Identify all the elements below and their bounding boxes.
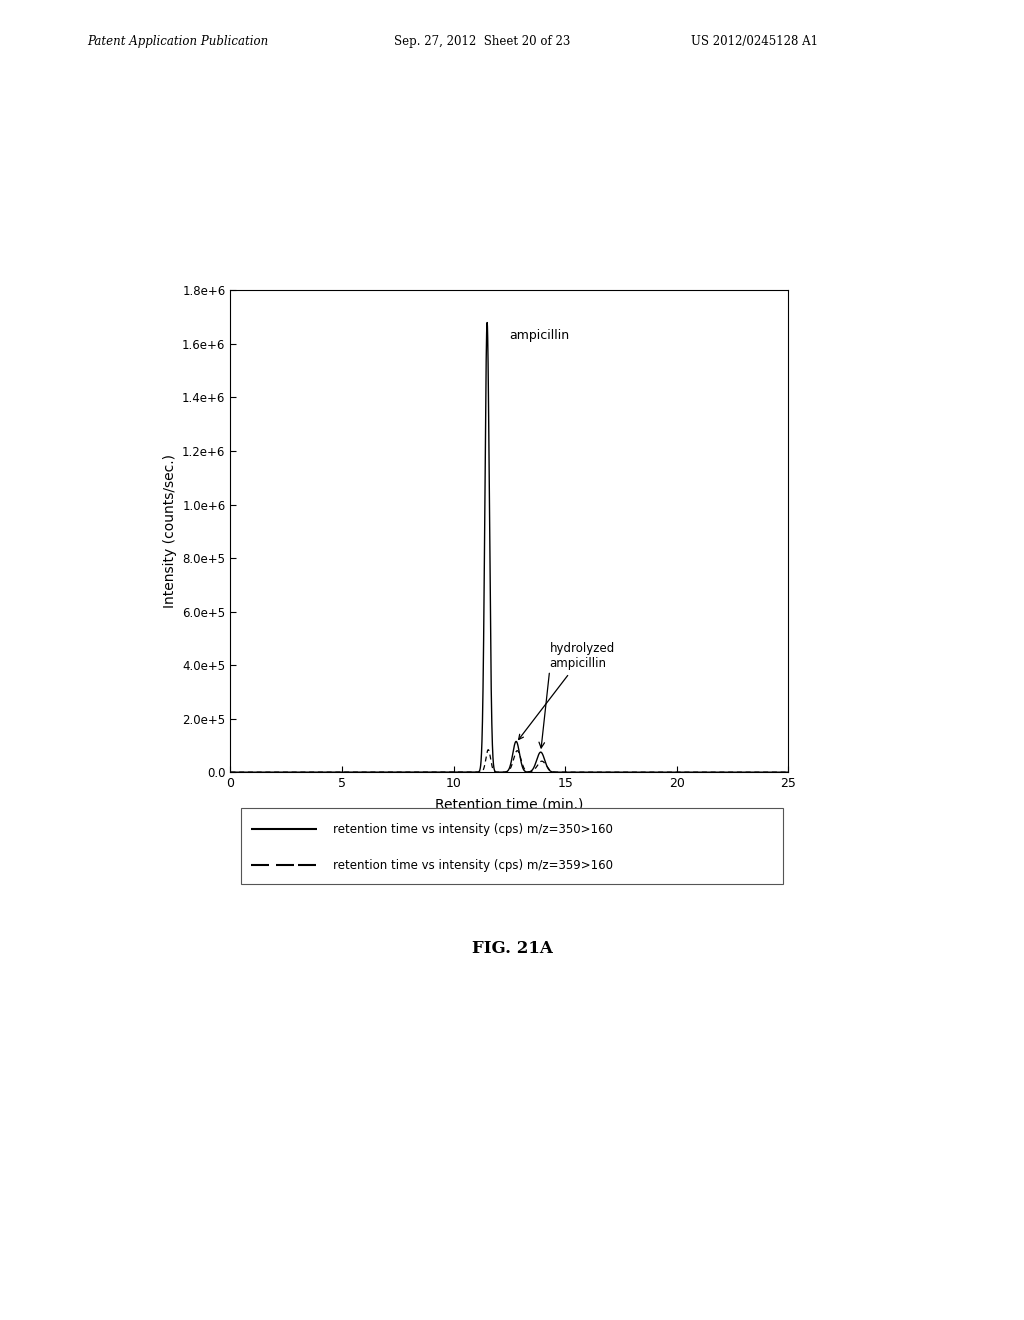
FancyBboxPatch shape (241, 808, 783, 884)
X-axis label: Retention time (min.): Retention time (min.) (435, 797, 584, 810)
Text: Patent Application Publication: Patent Application Publication (87, 34, 268, 48)
Text: Sep. 27, 2012  Sheet 20 of 23: Sep. 27, 2012 Sheet 20 of 23 (394, 34, 570, 48)
Text: retention time vs intensity (cps) m/z=359>160: retention time vs intensity (cps) m/z=35… (333, 859, 613, 871)
Text: US 2012/0245128 A1: US 2012/0245128 A1 (691, 34, 818, 48)
Text: retention time vs intensity (cps) m/z=350>160: retention time vs intensity (cps) m/z=35… (333, 822, 612, 836)
Y-axis label: Intensity (counts/sec.): Intensity (counts/sec.) (163, 454, 176, 609)
Text: FIG. 21A: FIG. 21A (472, 940, 552, 957)
Text: ampicillin: ampicillin (510, 330, 569, 342)
Text: hydrolyzed
ampicillin: hydrolyzed ampicillin (519, 643, 614, 739)
